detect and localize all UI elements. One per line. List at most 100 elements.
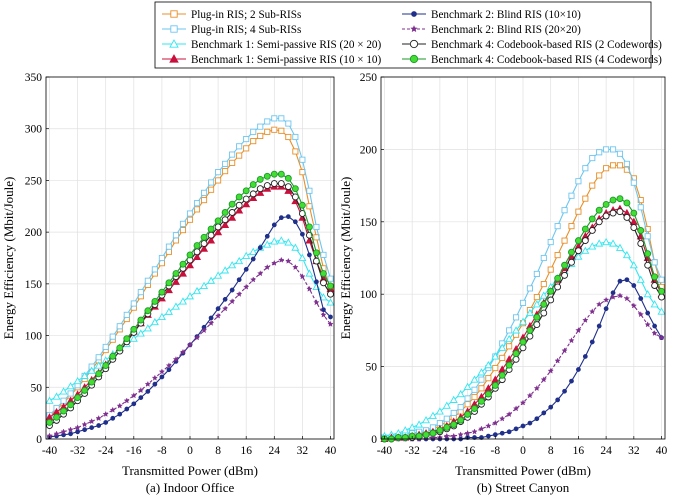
data-point (512, 405, 520, 412)
data-point (256, 188, 265, 196)
data-point (75, 429, 80, 435)
series-group (380, 146, 666, 443)
data-point (415, 432, 423, 440)
legend-label: Plug-in RIS; 2 Sub-RISs (191, 9, 301, 21)
data-point (630, 179, 637, 186)
panel-caption: (a) Indoor Office (146, 480, 235, 495)
data-point (145, 389, 151, 394)
data-point (200, 189, 208, 196)
data-point (138, 395, 144, 401)
data-point (512, 326, 521, 334)
data-point (478, 376, 485, 383)
data-point (320, 270, 327, 277)
data-point (53, 430, 60, 437)
data-point (464, 429, 471, 436)
data-point (651, 259, 658, 266)
data-point (658, 287, 665, 295)
data-point (123, 397, 130, 404)
data-point (68, 431, 73, 437)
data-point (505, 361, 513, 369)
data-point (137, 289, 144, 296)
data-point (471, 405, 478, 413)
data-point (582, 165, 589, 172)
legend-marker (409, 54, 419, 64)
data-point (185, 261, 195, 269)
data-point (179, 227, 187, 234)
x-axis-title: Transmitted Power (dBm) (122, 463, 258, 478)
data-point (534, 416, 540, 422)
data-point (257, 132, 264, 140)
data-point (67, 390, 74, 397)
data-point (207, 225, 215, 233)
data-point (179, 260, 187, 268)
legend-items: Plug-in RIS; 2 Sub-RISs Plug-in RIS; 4 Su… (162, 9, 662, 66)
data-point (116, 402, 123, 409)
data-point (491, 352, 500, 360)
data-point (562, 388, 567, 394)
data-point (518, 317, 528, 325)
data-point (277, 236, 286, 244)
data-point (554, 223, 561, 230)
data-point (540, 281, 547, 288)
data-point (637, 227, 645, 234)
y-tick-label: 50 (31, 382, 43, 394)
data-point (464, 401, 471, 408)
data-point (307, 252, 312, 258)
data-point (616, 162, 624, 169)
data-point (555, 397, 561, 403)
data-point (602, 212, 610, 220)
data-point (60, 428, 67, 435)
data-point (158, 288, 166, 296)
data-point (130, 392, 137, 399)
y-tick-label: 0 (371, 434, 377, 446)
data-point (650, 300, 659, 308)
x-tick-label: 24 (269, 445, 281, 457)
data-point (463, 382, 472, 390)
legend-label: Benchmark 4: Codebook-based RIS (2 Codew… (431, 39, 662, 51)
data-point (60, 397, 67, 404)
data-point (214, 227, 223, 236)
series-benchmark-1-semi-passive-ris-20-20 (380, 237, 666, 440)
data-point (526, 326, 534, 334)
data-point (103, 420, 109, 425)
data-point (306, 285, 313, 292)
data-point (164, 307, 173, 315)
data-point (305, 269, 314, 277)
data-point (651, 330, 658, 336)
data-point (568, 192, 575, 199)
legend-item-plug-in-ris-2-sub-riss: Plug-in RIS; 2 Sub-RISs (162, 9, 301, 21)
data-point (631, 283, 637, 288)
data-point (235, 206, 244, 214)
data-point (506, 429, 512, 435)
data-point (193, 206, 201, 213)
data-point (193, 242, 201, 250)
data-point (285, 214, 291, 220)
data-point (519, 338, 527, 346)
data-point (277, 170, 285, 178)
data-point (616, 292, 624, 299)
data-point (300, 231, 305, 237)
data-point (116, 323, 123, 330)
data-point (193, 248, 201, 256)
data-point (207, 319, 215, 326)
data-point (193, 334, 201, 341)
data-point (540, 254, 547, 262)
data-point (271, 115, 278, 122)
data-point (328, 314, 333, 320)
data-point (277, 180, 285, 187)
x-tick-label: -8 (157, 445, 167, 457)
x-tick-labels: -40 -32 -24 -16 -8 0 8 16 24 32 40 (377, 436, 668, 457)
data-point (547, 296, 555, 304)
data-point (116, 344, 124, 352)
data-point (561, 207, 568, 214)
data-point (215, 312, 222, 319)
x-tick-labels: -40 -32 -24 -16 -8 0 8 16 24 32 40 (42, 436, 337, 457)
data-point (637, 240, 645, 247)
data-point (513, 314, 520, 321)
y-tick-labels: 0 50 100 150 200 250 (360, 72, 384, 446)
data-point (519, 299, 527, 306)
data-point (109, 333, 116, 340)
x-tick-label: 40 (325, 445, 337, 457)
data-point (285, 133, 292, 141)
